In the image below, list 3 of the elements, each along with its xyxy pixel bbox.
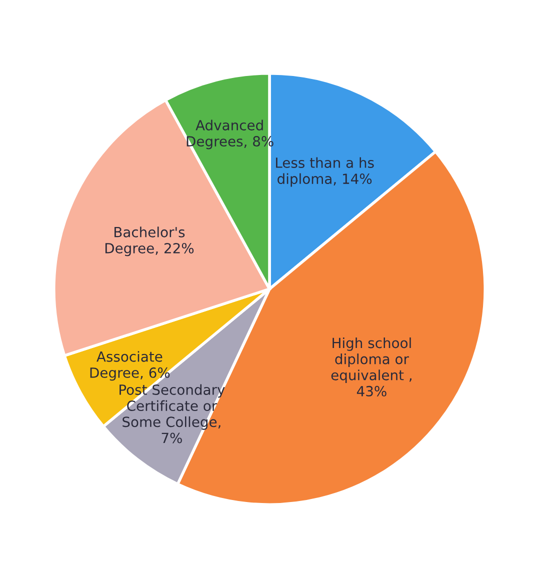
slice-label: Less than a hs diploma, 14% xyxy=(276,157,374,187)
slice-label: High school diploma or equivalent , 43% xyxy=(331,337,412,396)
slice-label: Bachelor's Degree, 22% xyxy=(105,226,194,256)
